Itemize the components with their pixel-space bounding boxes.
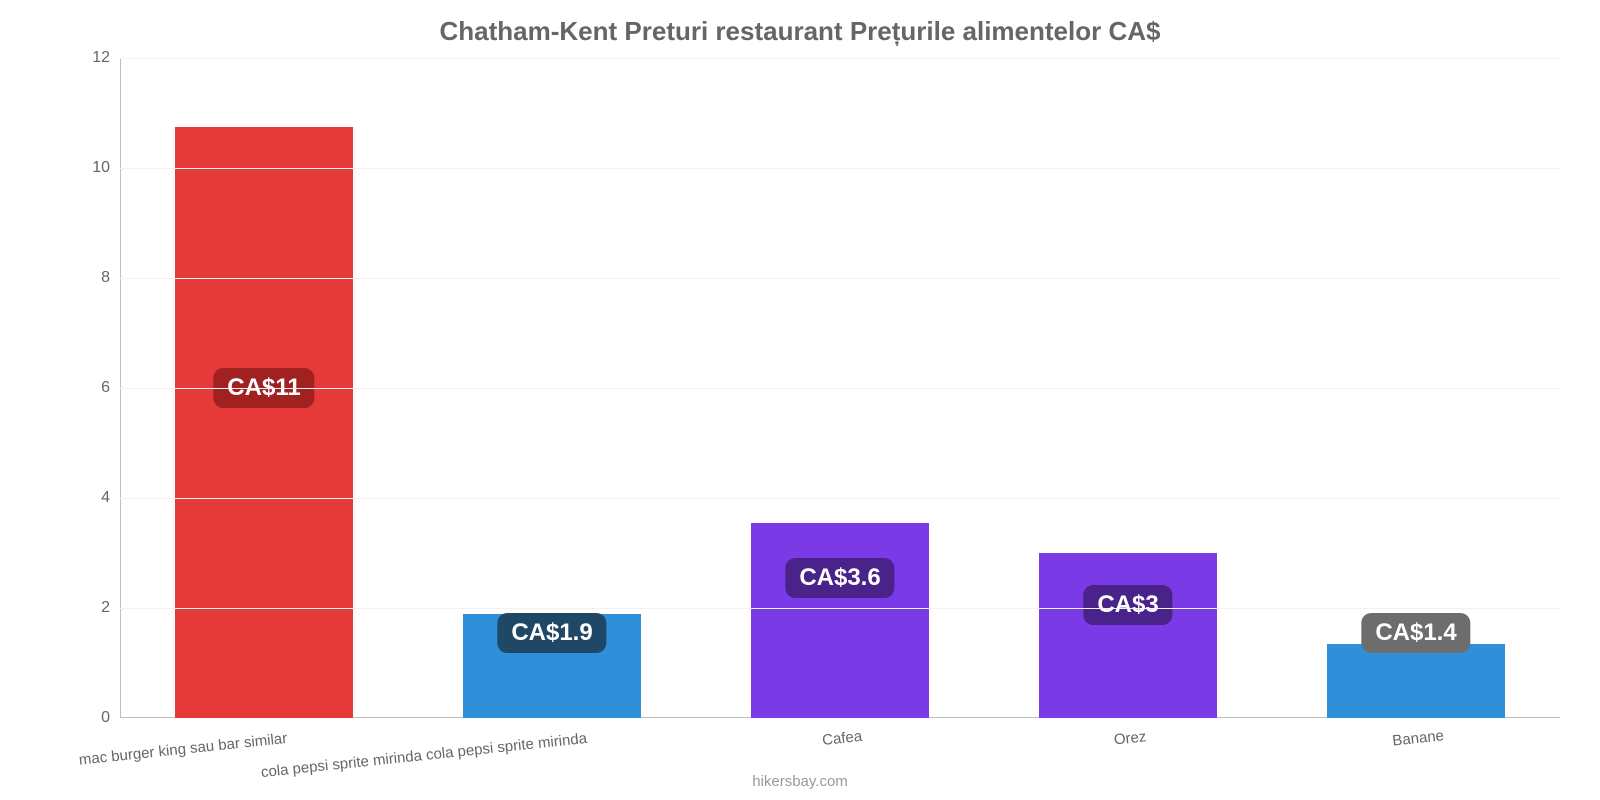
- chart-container: Chatham-Kent Preturi restaurant Prețuril…: [0, 0, 1600, 800]
- bar-value-label: CA$1.4: [1361, 613, 1470, 653]
- bar: [751, 523, 930, 718]
- y-tick-label: 12: [92, 49, 120, 67]
- y-tick-label: 6: [101, 379, 120, 397]
- gridline: [120, 58, 1560, 59]
- y-tick-label: 2: [101, 599, 120, 617]
- y-tick-label: 4: [101, 489, 120, 507]
- gridline: [120, 168, 1560, 169]
- bar-value-label: CA$3.6: [785, 558, 894, 598]
- y-tick-label: 8: [101, 269, 120, 287]
- gridline: [120, 498, 1560, 499]
- plot-area: CA$11CA$1.9CA$3.6CA$3CA$1.4 024681012mac…: [120, 58, 1560, 718]
- gridline: [120, 608, 1560, 609]
- x-tick-label: cola pepsi sprite mirinda cola pepsi spr…: [259, 718, 588, 781]
- bar: [1039, 553, 1218, 718]
- bar: [175, 127, 354, 718]
- chart-title: Chatham-Kent Preturi restaurant Prețuril…: [0, 0, 1600, 47]
- x-tick-label: Orez: [1112, 716, 1147, 748]
- gridline: [120, 278, 1560, 279]
- bar-value-label: CA$1.9: [497, 613, 606, 653]
- y-tick-label: 0: [101, 709, 120, 727]
- x-tick-label: Cafea: [820, 716, 863, 749]
- bar-value-label: CA$3: [1083, 585, 1172, 625]
- bar: [1327, 644, 1506, 718]
- x-tick-label: Banane: [1390, 715, 1444, 749]
- gridline: [120, 388, 1560, 389]
- y-tick-label: 10: [92, 159, 120, 177]
- source-watermark: hikersbay.com: [752, 773, 848, 790]
